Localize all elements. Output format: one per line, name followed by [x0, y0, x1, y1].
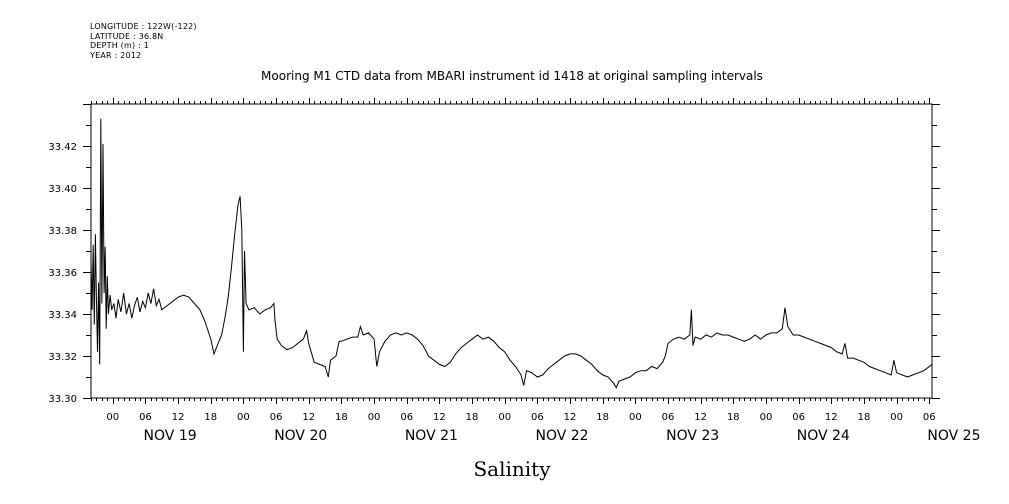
x-day-label: NOV 22: [535, 428, 588, 444]
y-tick-labels: 33.30 33.32 33.34 33.36 33.38 33.40 33.42: [48, 142, 77, 405]
x-day-label: NOV 25: [927, 428, 980, 444]
x-hour-label: 18: [204, 412, 217, 423]
x-hour-label: 06: [923, 412, 936, 423]
x-hour-label: 00: [106, 412, 119, 423]
x-day-label: NOV 23: [666, 428, 719, 444]
x-hour-label: 06: [792, 412, 805, 423]
x-hour-label: 12: [564, 412, 577, 423]
x-day-label: NOV 21: [405, 428, 458, 444]
x-hour-label: 00: [368, 412, 381, 423]
x-hour-label: 00: [498, 412, 511, 423]
x-day-label: NOV 20: [274, 428, 327, 444]
x-hour-label: 00: [629, 412, 642, 423]
x-hour-label: 18: [858, 412, 871, 423]
x-hour-labels: 00 06 12 18 00 06 12 18 00 06 12 18 00 06 12 18 00 06 12 18…: [106, 412, 935, 423]
chart-title: Mooring M1 CTD data from MBARI instrumen…: [261, 69, 763, 83]
y-tick-label: 33.38: [48, 226, 77, 237]
tick-marks: [83, 98, 940, 404]
x-hour-label: 06: [270, 412, 283, 423]
x-hour-label: 06: [400, 412, 413, 423]
latitude-text: LATITUDE : 36.8N: [90, 31, 164, 41]
x-hour-label: 18: [727, 412, 740, 423]
y-tick-label: 33.40: [48, 184, 77, 195]
depth-text: DEPTH (m) : 1: [90, 41, 149, 50]
y-tick-label: 33.34: [48, 310, 77, 321]
metadata-block: LONGITUDE : 122W(-122) LATITUDE : 36.8N …: [90, 22, 197, 60]
salinity-series-line: [90, 118, 933, 389]
x-hour-label: 00: [237, 412, 250, 423]
x-hour-label: 12: [172, 412, 185, 423]
x-hour-label: 12: [433, 412, 446, 423]
x-hour-label: 06: [662, 412, 675, 423]
x-hour-label: 12: [825, 412, 838, 423]
x-day-label: NOV 19: [144, 428, 197, 444]
year-text: YEAR : 2012: [90, 50, 142, 60]
x-axis-label: Salinity: [473, 457, 551, 481]
x-hour-label: 18: [335, 412, 348, 423]
x-hour-label: 06: [531, 412, 544, 423]
x-hour-label: 06: [139, 412, 152, 423]
x-day-labels: NOV 19 NOV 20 NOV 21 NOV 22 NOV 23 NOV 24 NOV …: [144, 428, 981, 444]
x-hour-label: 12: [694, 412, 707, 423]
plot-frame: [90, 103, 933, 399]
longitude-text: LONGITUDE : 122W(-122): [90, 22, 197, 31]
axis-ticks: [83, 98, 940, 404]
y-tick-label: 33.36: [48, 268, 77, 279]
x-hour-label: 12: [302, 412, 315, 423]
x-hour-label: 18: [596, 412, 609, 423]
y-tick-label: 33.30: [48, 394, 77, 405]
y-tick-label: 33.32: [48, 352, 77, 363]
y-tick-label: 33.42: [48, 142, 77, 153]
x-day-label: NOV 24: [797, 428, 850, 444]
x-hour-label: 00: [890, 412, 903, 423]
x-hour-label: 00: [760, 412, 773, 423]
x-hour-label: 18: [466, 412, 479, 423]
